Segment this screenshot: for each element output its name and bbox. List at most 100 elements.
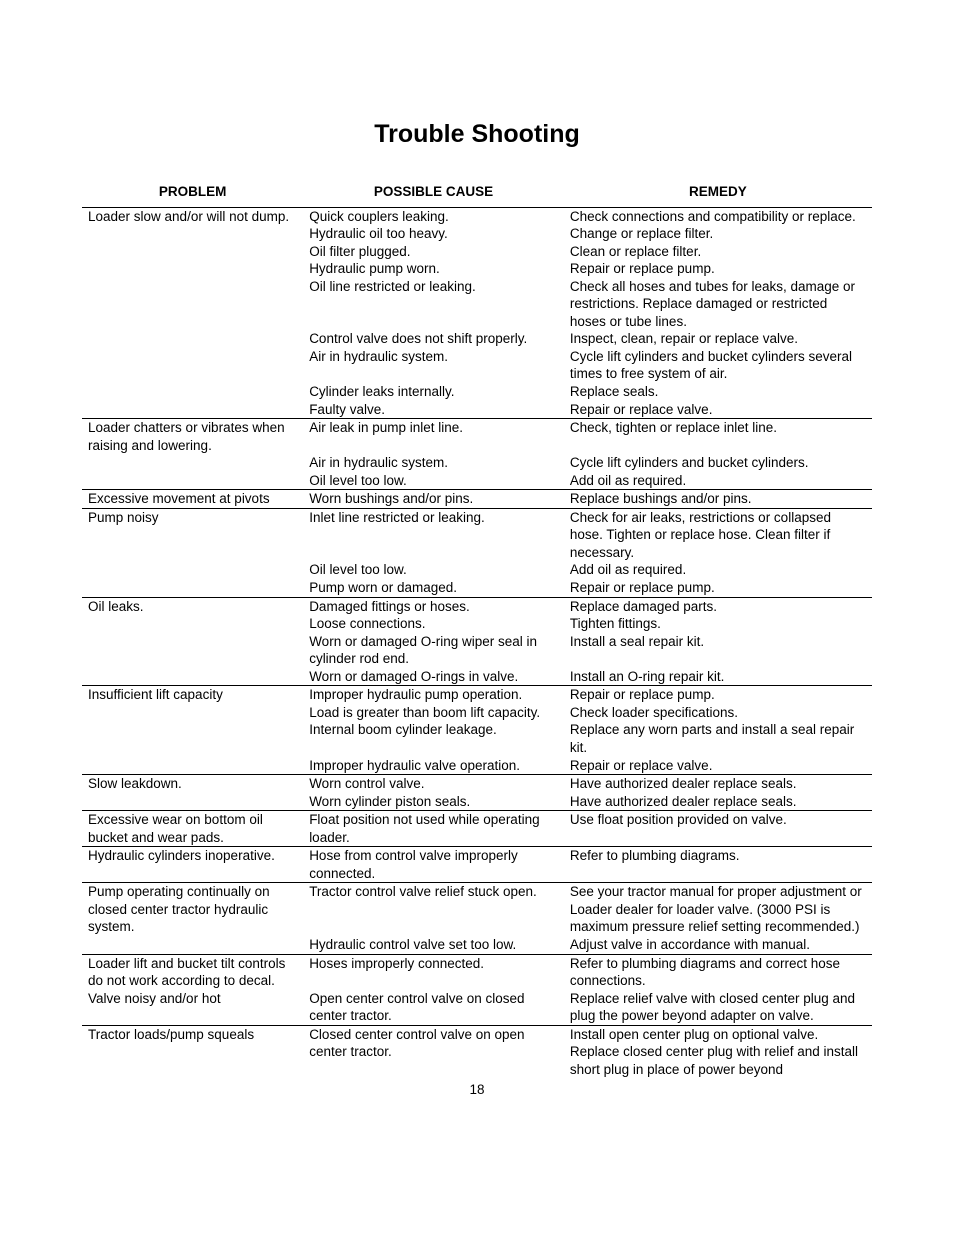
cell-cause: Control valve does not shift properly. bbox=[303, 330, 564, 348]
table-row: Faulty valve.Repair or replace valve. bbox=[82, 401, 872, 419]
cell-remedy: Refer to plumbing diagrams. bbox=[564, 847, 872, 883]
cell-problem: Valve noisy and/or hot bbox=[82, 990, 303, 1026]
cell-cause: Hydraulic control valve set too low. bbox=[303, 936, 564, 954]
table-row: Oil line restricted or leaking.Check all… bbox=[82, 278, 872, 331]
cell-cause: Hose from control valve improperly conne… bbox=[303, 847, 564, 883]
cell-remedy: Install a seal repair kit. bbox=[564, 633, 872, 668]
table-row: Oil leaks.Damaged fittings or hoses.Repl… bbox=[82, 597, 872, 615]
table-row: Hydraulic cylinders inoperative.Hose fro… bbox=[82, 847, 872, 883]
cell-remedy: Repair or replace pump. bbox=[564, 686, 872, 704]
cell-cause: Oil level too low. bbox=[303, 561, 564, 579]
cell-remedy: Add oil as required. bbox=[564, 472, 872, 490]
cell-remedy: Repair or replace valve. bbox=[564, 401, 872, 419]
page-title: Trouble Shooting bbox=[40, 120, 914, 149]
table-row: Pump worn or damaged.Repair or replace p… bbox=[82, 579, 872, 597]
cell-cause: Oil filter plugged. bbox=[303, 243, 564, 261]
troubleshoot-table: PROBLEM POSSIBLE CAUSE REMEDY Loader slo… bbox=[82, 179, 872, 1078]
table-row: Insufficient lift capacityImproper hydra… bbox=[82, 686, 872, 704]
cell-problem: Oil leaks. bbox=[82, 597, 303, 615]
cell-remedy: Cycle lift cylinders and bucket cylinder… bbox=[564, 348, 872, 383]
header-cause: POSSIBLE CAUSE bbox=[303, 179, 564, 207]
cell-cause: Float position not used while operating … bbox=[303, 811, 564, 847]
page-number: 18 bbox=[40, 1082, 914, 1097]
cell-cause: Inlet line restricted or leaking. bbox=[303, 508, 564, 561]
cell-problem bbox=[82, 243, 303, 261]
cell-remedy: See your tractor manual for proper adjus… bbox=[564, 883, 872, 936]
cell-remedy: Refer to plumbing diagrams and correct h… bbox=[564, 954, 872, 990]
cell-remedy: Replace bushings and/or pins. bbox=[564, 490, 872, 509]
table-row: Load is greater than boom lift capacity.… bbox=[82, 704, 872, 722]
header-problem: PROBLEM bbox=[82, 179, 303, 207]
table-row: Cylinder leaks internally.Replace seals. bbox=[82, 383, 872, 401]
cell-problem bbox=[82, 704, 303, 722]
cell-remedy: Clean or replace filter. bbox=[564, 243, 872, 261]
cell-remedy: Cycle lift cylinders and bucket cylinder… bbox=[564, 454, 872, 472]
table-row: Excessive movement at pivotsWorn bushing… bbox=[82, 490, 872, 509]
cell-problem: Loader lift and bucket tilt controls do … bbox=[82, 954, 303, 990]
cell-remedy: Check connections and compatibility or r… bbox=[564, 207, 872, 225]
cell-cause: Faulty valve. bbox=[303, 401, 564, 419]
cell-cause: Quick couplers leaking. bbox=[303, 207, 564, 225]
cell-cause: Air in hydraulic system. bbox=[303, 348, 564, 383]
cell-problem: Loader chatters or vibrates when raising… bbox=[82, 419, 303, 455]
cell-problem bbox=[82, 454, 303, 472]
cell-problem bbox=[82, 330, 303, 348]
table-row: Tractor loads/pump squealsClosed center … bbox=[82, 1025, 872, 1078]
cell-remedy: Check, tighten or replace inlet line. bbox=[564, 419, 872, 455]
cell-cause: Open center control valve on closed cent… bbox=[303, 990, 564, 1026]
table-row: Oil level too low.Add oil as required. bbox=[82, 472, 872, 490]
cell-problem bbox=[82, 793, 303, 811]
cell-remedy: Repair or replace pump. bbox=[564, 579, 872, 597]
cell-cause: Hydraulic pump worn. bbox=[303, 260, 564, 278]
table-row: Hydraulic oil too heavy.Change or replac… bbox=[82, 225, 872, 243]
table-row: Slow leakdown.Worn control valve.Have au… bbox=[82, 775, 872, 793]
cell-problem bbox=[82, 472, 303, 490]
table-row: Loader lift and bucket tilt controls do … bbox=[82, 954, 872, 990]
cell-cause: Worn or damaged O-ring wiper seal in cyl… bbox=[303, 633, 564, 668]
table-row: Oil filter plugged.Clean or replace filt… bbox=[82, 243, 872, 261]
table-row: Valve noisy and/or hotOpen center contro… bbox=[82, 990, 872, 1026]
cell-cause: Air in hydraulic system. bbox=[303, 454, 564, 472]
cell-cause: Closed center control valve on open cent… bbox=[303, 1025, 564, 1078]
cell-remedy: Tighten fittings. bbox=[564, 615, 872, 633]
table-row: Internal boom cylinder leakage.Replace a… bbox=[82, 721, 872, 756]
cell-problem: Pump noisy bbox=[82, 508, 303, 561]
table-row: Worn cylinder piston seals.Have authoriz… bbox=[82, 793, 872, 811]
cell-problem bbox=[82, 757, 303, 775]
cell-cause: Oil level too low. bbox=[303, 472, 564, 490]
cell-cause: Worn or damaged O-rings in valve. bbox=[303, 668, 564, 686]
cell-remedy: Replace relief valve with closed center … bbox=[564, 990, 872, 1026]
cell-problem bbox=[82, 936, 303, 954]
cell-cause: Loose connections. bbox=[303, 615, 564, 633]
cell-problem bbox=[82, 615, 303, 633]
cell-problem bbox=[82, 225, 303, 243]
cell-remedy: Replace seals. bbox=[564, 383, 872, 401]
table-row: Loader chatters or vibrates when raising… bbox=[82, 419, 872, 455]
cell-remedy: Change or replace filter. bbox=[564, 225, 872, 243]
cell-cause: Improper hydraulic valve operation. bbox=[303, 757, 564, 775]
cell-problem: Excessive movement at pivots bbox=[82, 490, 303, 509]
cell-remedy: Install open center plug on optional val… bbox=[564, 1025, 872, 1078]
table-row: Pump operating continually on closed cen… bbox=[82, 883, 872, 936]
table-row: Improper hydraulic valve operation.Repai… bbox=[82, 757, 872, 775]
cell-cause: Damaged fittings or hoses. bbox=[303, 597, 564, 615]
table-row: Oil level too low.Add oil as required. bbox=[82, 561, 872, 579]
table-row: Loose connections.Tighten fittings. bbox=[82, 615, 872, 633]
cell-cause: Worn bushings and/or pins. bbox=[303, 490, 564, 509]
cell-problem bbox=[82, 401, 303, 419]
cell-problem: Tractor loads/pump squeals bbox=[82, 1025, 303, 1078]
cell-remedy: Check for air leaks, restrictions or col… bbox=[564, 508, 872, 561]
table-row: Pump noisyInlet line restricted or leaki… bbox=[82, 508, 872, 561]
cell-cause: Improper hydraulic pump operation. bbox=[303, 686, 564, 704]
cell-remedy: Replace damaged parts. bbox=[564, 597, 872, 615]
table-row: Excessive wear on bottom oil bucket and … bbox=[82, 811, 872, 847]
table-row: Loader slow and/or will not dump.Quick c… bbox=[82, 207, 872, 225]
cell-problem bbox=[82, 260, 303, 278]
cell-cause: Air leak in pump inlet line. bbox=[303, 419, 564, 455]
cell-problem bbox=[82, 383, 303, 401]
cell-remedy: Use float position provided on valve. bbox=[564, 811, 872, 847]
cell-problem: Slow leakdown. bbox=[82, 775, 303, 793]
cell-remedy: Inspect, clean, repair or replace valve. bbox=[564, 330, 872, 348]
cell-problem: Hydraulic cylinders inoperative. bbox=[82, 847, 303, 883]
cell-remedy: Install an O-ring repair kit. bbox=[564, 668, 872, 686]
